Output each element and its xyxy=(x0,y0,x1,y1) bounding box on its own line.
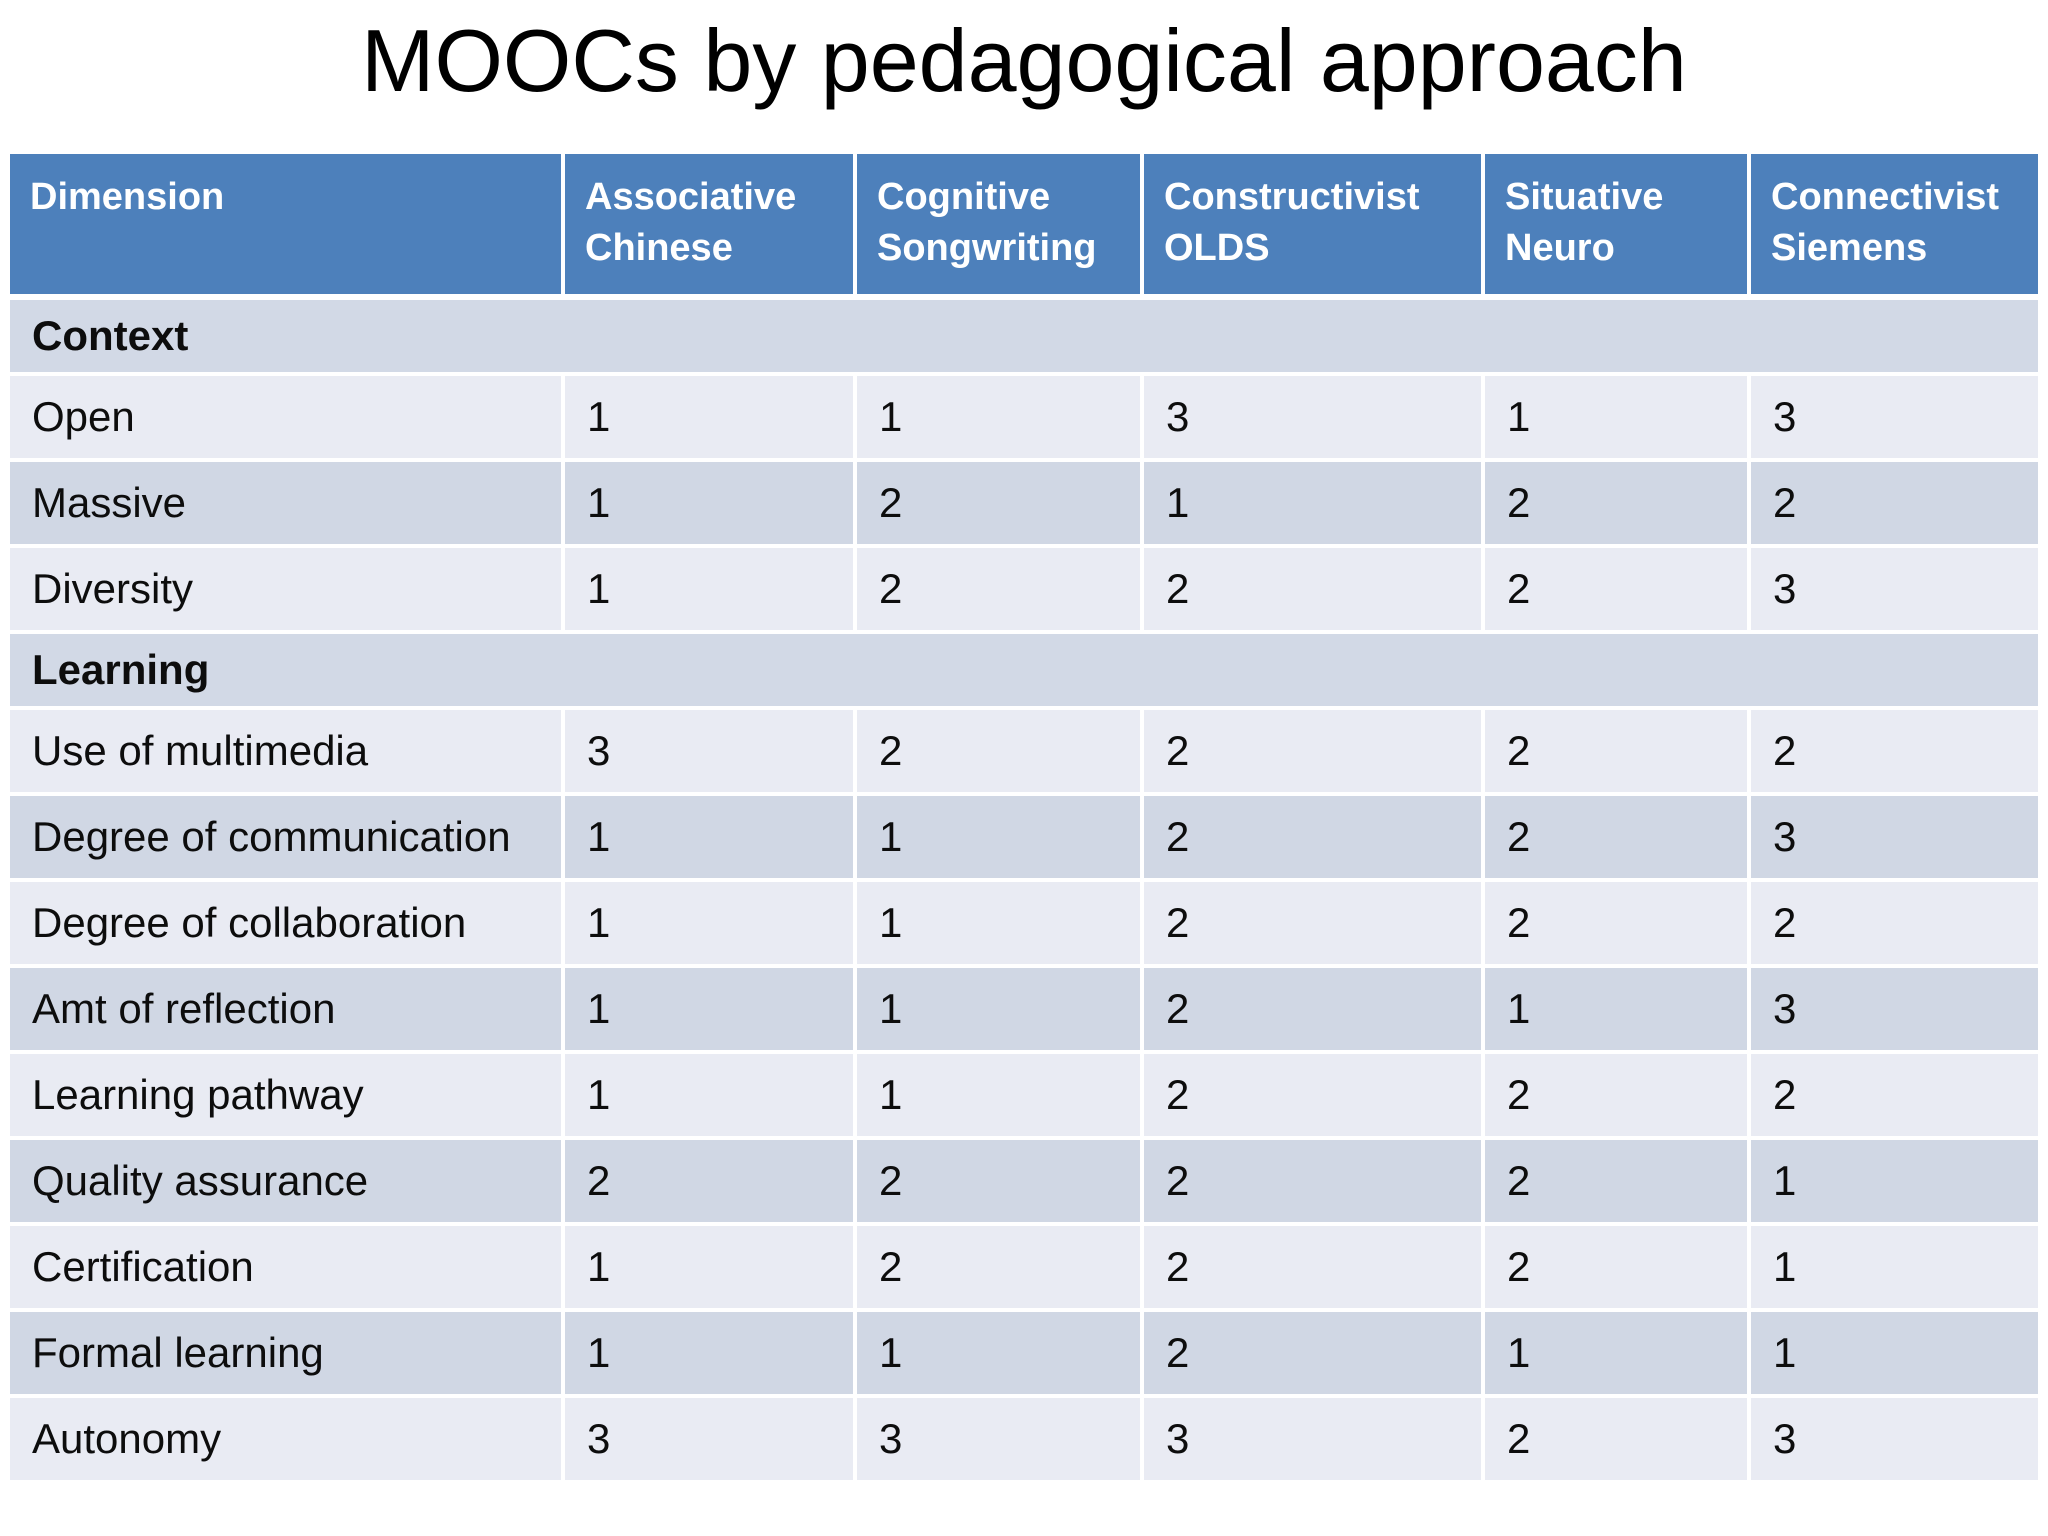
cell-value: 1 xyxy=(565,548,857,635)
row-label: Massive xyxy=(10,462,565,549)
cell-value: 2 xyxy=(1485,882,1751,969)
cell-value: 1 xyxy=(565,882,857,969)
cell-value: 2 xyxy=(1144,1140,1485,1227)
slide-title: MOOCs by pedagogical approach xyxy=(361,11,1687,110)
table-row-diversity: Diversity 1 2 2 2 3 xyxy=(10,548,2038,635)
column-header-connectivist-siemens: Connectivist Siemens xyxy=(1751,154,2038,301)
cell-value: 3 xyxy=(857,1398,1144,1485)
row-label: Degree of communication xyxy=(10,796,565,883)
cell-value: 1 xyxy=(565,462,857,549)
row-label: Degree of collaboration xyxy=(10,882,565,969)
column-header-situative-neuro: Situative Neuro xyxy=(1485,154,1751,301)
row-label: Learning pathway xyxy=(10,1054,565,1141)
cell-value: 2 xyxy=(1751,462,2038,549)
table-row-massive: Massive 1 2 1 2 2 xyxy=(10,462,2038,549)
table-row-certification: Certification 1 2 2 2 1 xyxy=(10,1226,2038,1313)
cell-value: 2 xyxy=(857,1226,1144,1313)
cell-value: 1 xyxy=(1144,462,1485,549)
section-label: Learning xyxy=(10,634,2038,711)
cell-value: 3 xyxy=(1751,968,2038,1055)
cell-value: 3 xyxy=(1751,548,2038,635)
row-label: Use of multimedia xyxy=(10,710,565,797)
cell-value: 3 xyxy=(1144,376,1485,463)
row-label: Autonomy xyxy=(10,1398,565,1485)
cell-value: 1 xyxy=(1485,968,1751,1055)
section-row-learning: Learning xyxy=(10,634,2038,711)
cell-value: 1 xyxy=(565,1312,857,1399)
cell-value: 2 xyxy=(1144,1226,1485,1313)
table-row-use-of-multimedia: Use of multimedia 3 2 2 2 2 xyxy=(10,710,2038,797)
table-row-autonomy: Autonomy 3 3 3 2 3 xyxy=(10,1398,2038,1485)
cell-value: 1 xyxy=(1485,376,1751,463)
cell-value: 1 xyxy=(1485,1312,1751,1399)
cell-value: 3 xyxy=(1751,376,2038,463)
row-label: Quality assurance xyxy=(10,1140,565,1227)
cell-value: 1 xyxy=(565,1226,857,1313)
cell-value: 1 xyxy=(565,796,857,883)
cell-value: 2 xyxy=(1144,1312,1485,1399)
cell-value: 2 xyxy=(1144,796,1485,883)
cell-value: 2 xyxy=(1485,1054,1751,1141)
table-row-open: Open 1 1 3 1 3 xyxy=(10,376,2038,463)
table-row-amt-of-reflection: Amt of reflection 1 1 2 1 3 xyxy=(10,968,2038,1055)
row-label: Certification xyxy=(10,1226,565,1313)
cell-value: 1 xyxy=(857,1312,1144,1399)
mooc-table: Dimension Associative Chinese Cognitive … xyxy=(10,154,2038,1485)
cell-value: 1 xyxy=(565,1054,857,1141)
table-row-degree-of-communication: Degree of communication 1 1 2 2 3 xyxy=(10,796,2038,883)
cell-value: 2 xyxy=(1144,968,1485,1055)
cell-value: 1 xyxy=(857,376,1144,463)
cell-value: 2 xyxy=(1485,462,1751,549)
cell-value: 1 xyxy=(857,968,1144,1055)
cell-value: 2 xyxy=(857,548,1144,635)
cell-value: 2 xyxy=(565,1140,857,1227)
column-header-constructivist-olds: Constructivist OLDS xyxy=(1144,154,1485,301)
cell-value: 2 xyxy=(1144,882,1485,969)
cell-value: 2 xyxy=(857,710,1144,797)
column-header-cognitive-songwriting: Cognitive Songwriting xyxy=(857,154,1144,301)
row-label: Diversity xyxy=(10,548,565,635)
cell-value: 2 xyxy=(857,462,1144,549)
cell-value: 2 xyxy=(857,1140,1144,1227)
table-row-learning-pathway: Learning pathway 1 1 2 2 2 xyxy=(10,1054,2038,1141)
cell-value: 1 xyxy=(1751,1226,2038,1313)
cell-value: 2 xyxy=(1751,882,2038,969)
cell-value: 3 xyxy=(1751,1398,2038,1485)
cell-value: 3 xyxy=(1144,1398,1485,1485)
table-row-degree-of-collaboration: Degree of collaboration 1 1 2 2 2 xyxy=(10,882,2038,969)
table-row-quality-assurance: Quality assurance 2 2 2 2 1 xyxy=(10,1140,2038,1227)
cell-value: 3 xyxy=(565,710,857,797)
column-header-dimension: Dimension xyxy=(10,154,565,301)
cell-value: 2 xyxy=(1485,710,1751,797)
cell-value: 3 xyxy=(1751,796,2038,883)
section-label: Context xyxy=(10,300,2038,377)
cell-value: 2 xyxy=(1485,548,1751,635)
cell-value: 1 xyxy=(1751,1140,2038,1227)
row-label: Amt of reflection xyxy=(10,968,565,1055)
row-label: Open xyxy=(10,376,565,463)
cell-value: 2 xyxy=(1485,1398,1751,1485)
cell-value: 3 xyxy=(565,1398,857,1485)
cell-value: 1 xyxy=(857,1054,1144,1141)
cell-value: 2 xyxy=(1485,796,1751,883)
table-row-formal-learning: Formal learning 1 1 2 1 1 xyxy=(10,1312,2038,1399)
cell-value: 1 xyxy=(857,796,1144,883)
cell-value: 2 xyxy=(1144,1054,1485,1141)
cell-value: 1 xyxy=(565,376,857,463)
table-header-row: Dimension Associative Chinese Cognitive … xyxy=(10,154,2038,301)
cell-value: 1 xyxy=(857,882,1144,969)
cell-value: 2 xyxy=(1751,1054,2038,1141)
cell-value: 1 xyxy=(1751,1312,2038,1399)
section-row-context: Context xyxy=(10,300,2038,377)
cell-value: 2 xyxy=(1485,1140,1751,1227)
cell-value: 2 xyxy=(1144,548,1485,635)
row-label: Formal learning xyxy=(10,1312,565,1399)
cell-value: 2 xyxy=(1144,710,1485,797)
cell-value: 2 xyxy=(1751,710,2038,797)
cell-value: 2 xyxy=(1485,1226,1751,1313)
column-header-associative-chinese: Associative Chinese xyxy=(565,154,857,301)
cell-value: 1 xyxy=(565,968,857,1055)
